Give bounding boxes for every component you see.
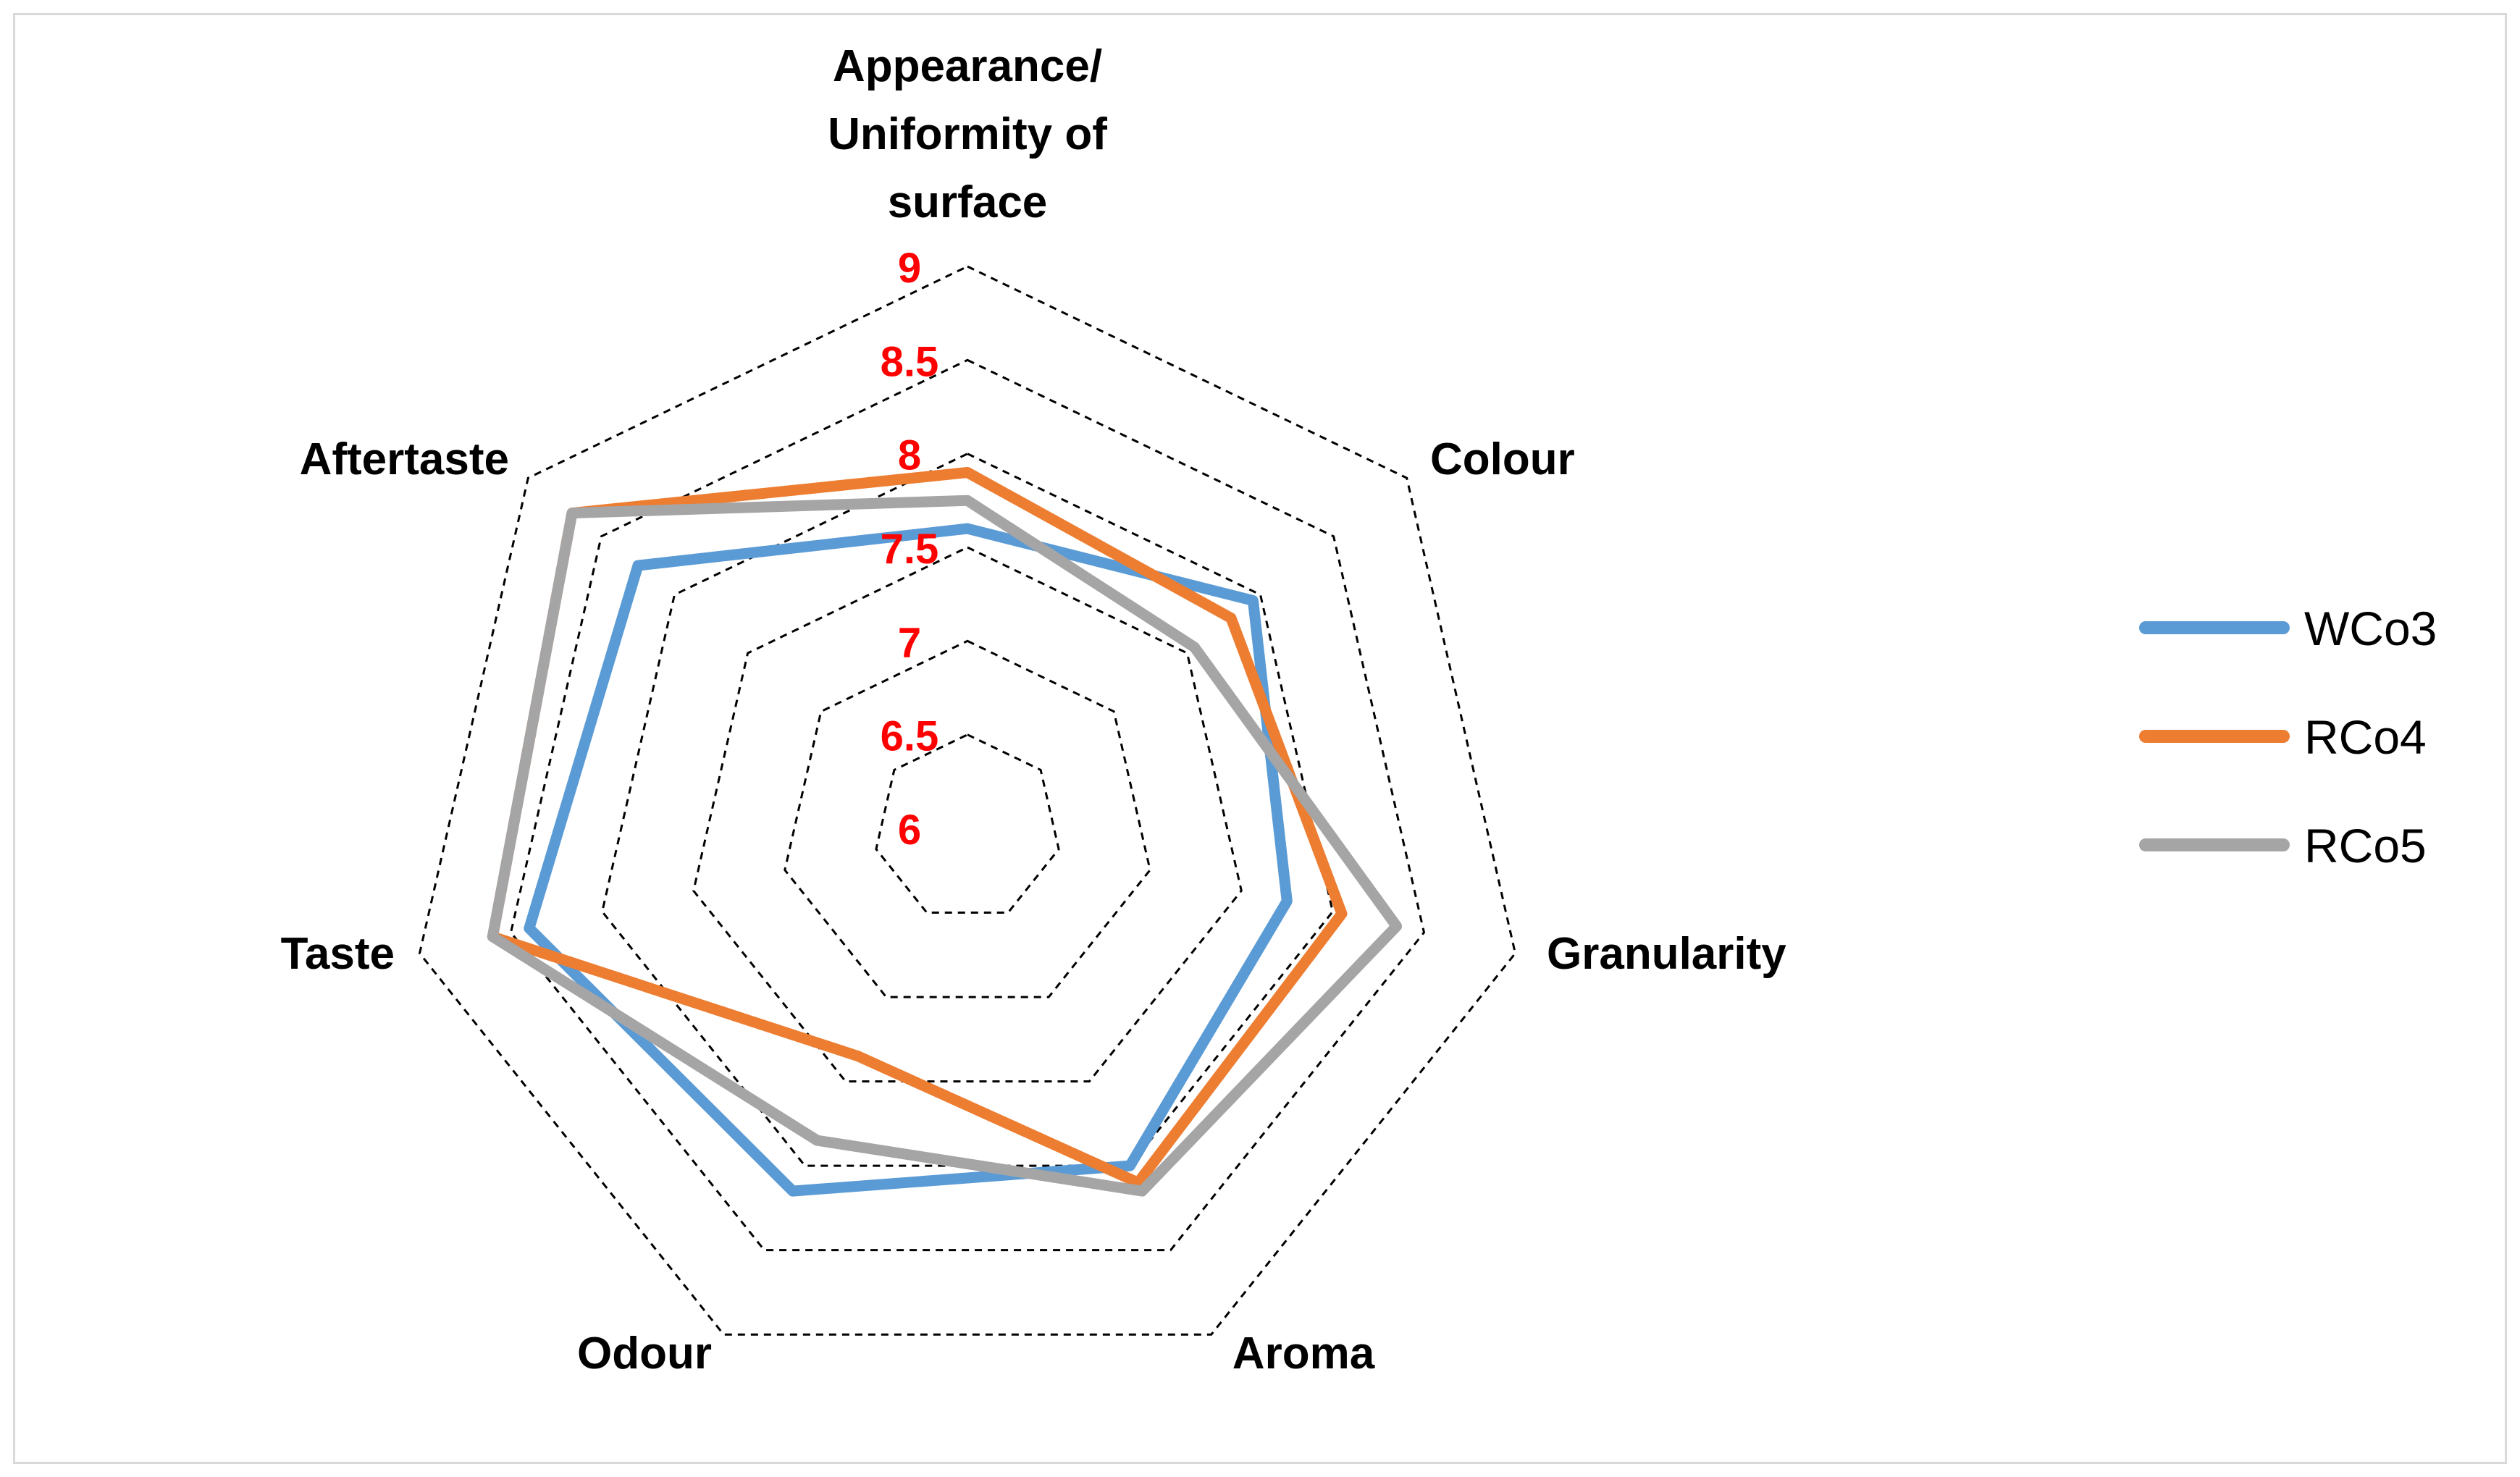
axis-label-line: Aroma: [1232, 1329, 1375, 1379]
grid-ring-1: [875, 733, 1060, 914]
series-line-rco5: [487, 495, 1403, 1197]
axis-label-line: Granularity: [1547, 929, 1786, 979]
tick-label: 8: [898, 432, 921, 479]
axis-label: Aftertaste: [300, 434, 509, 484]
axis-label: Colour: [1430, 434, 1575, 484]
axis-label-line: Odour: [577, 1329, 712, 1379]
grid-ring-2: [784, 639, 1151, 998]
tick-label: 9: [898, 245, 921, 292]
legend-label-rco4: RCo4: [2304, 710, 2427, 764]
grid-ring-5: [509, 358, 1426, 1252]
axis-label-line: surface: [888, 177, 1048, 227]
radar-axis-labels: Appearance/Uniformity of surface Colour Gra…: [281, 41, 1787, 1379]
axis-label-line: Taste: [281, 929, 395, 979]
axis-label: Granularity: [1547, 929, 1786, 979]
axis-label: Aroma: [1232, 1329, 1375, 1379]
axis-label: Odour: [577, 1329, 712, 1379]
radar-series: [487, 467, 1403, 1197]
tick-label: 7.5: [881, 526, 939, 573]
series-line-wco3: [524, 523, 1293, 1197]
grid-ring-3: [692, 546, 1243, 1083]
axis-label-line: Uniformity of: [828, 109, 1107, 159]
legend-label-wco3: WCo3: [2304, 602, 2437, 655]
chart-legend: WCo3 RCo4 RCo5: [2139, 602, 2437, 872]
tick-label: 6: [898, 807, 921, 854]
axis-label-line: Aftertaste: [300, 434, 509, 484]
tick-label: 7: [898, 619, 921, 666]
legend-label-rco5: RCo5: [2304, 819, 2427, 872]
axis-label: Taste: [281, 929, 395, 979]
radar-ticks: 6 6.5 7 7.5 8 8.5 9: [881, 245, 939, 854]
tick-label: 8.5: [881, 338, 939, 385]
grid-ring-6: [418, 265, 1517, 1336]
axis-label-line: Appearance/: [833, 41, 1102, 91]
tick-label: 6.5: [881, 713, 939, 760]
axis-label: Appearance/Uniformity of surface: [828, 41, 1107, 227]
axis-label-line: Colour: [1430, 434, 1575, 484]
